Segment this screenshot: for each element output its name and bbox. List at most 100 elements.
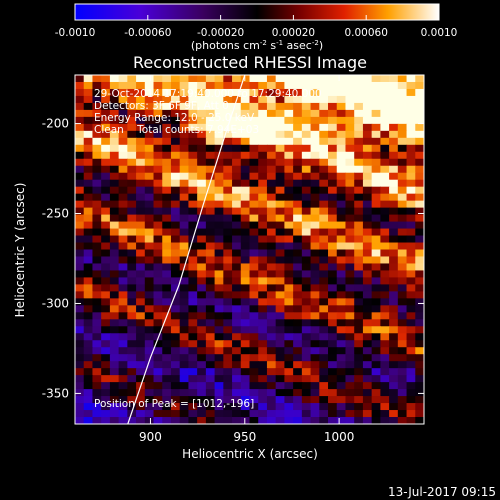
- heatmap-cell: [249, 319, 259, 327]
- heatmap-cell: [293, 214, 303, 223]
- heatmap-cell: [83, 256, 94, 265]
- heatmap-cell: [232, 403, 242, 411]
- heatmap-cell: [345, 200, 355, 209]
- heatmap-cell: [319, 403, 329, 411]
- heatmap-cell: [136, 151, 146, 160]
- heatmap-cell: [310, 270, 320, 279]
- heatmap-cell: [127, 102, 137, 111]
- heatmap-cell: [284, 137, 294, 146]
- heatmap-cell: [380, 375, 390, 383]
- heatmap-cell: [293, 361, 303, 369]
- heatmap-cell: [83, 193, 94, 202]
- heatmap-cell: [179, 417, 190, 424]
- heatmap-cell: [301, 249, 312, 258]
- heatmap-cell: [188, 158, 198, 167]
- heatmap-cell: [310, 158, 320, 167]
- heatmap-cell: [92, 389, 102, 397]
- heatmap-cell: [223, 312, 233, 320]
- heatmap-cell: [354, 277, 364, 285]
- heatmap-cell: [266, 81, 277, 90]
- heatmap-cell: [232, 221, 242, 230]
- heatmap-cell: [101, 172, 111, 181]
- heatmap-cell: [197, 109, 207, 118]
- heatmap-cell: [83, 347, 94, 355]
- heatmap-cell: [284, 298, 294, 306]
- heatmap-cell: [328, 179, 338, 188]
- heatmap-cell: [118, 326, 128, 334]
- heatmap-cell: [380, 235, 390, 244]
- heatmap-cell: [354, 81, 364, 90]
- heatmap-cell: [328, 242, 338, 251]
- heatmap-cell: [170, 137, 181, 146]
- heatmap-cell: [389, 305, 399, 313]
- heatmap-cell: [92, 158, 102, 167]
- annotation-block: 29-Oct-2014 17:19:40.000 to 17:29:40.000…: [94, 88, 322, 136]
- heatmap-cell: [380, 207, 390, 216]
- heatmap-cell: [406, 193, 416, 202]
- heatmap-cell: [397, 242, 408, 251]
- heatmap-cell: [127, 193, 137, 202]
- heatmap-cell: [75, 256, 85, 265]
- heatmap-cell: [389, 333, 399, 341]
- heatmap-cell: [275, 81, 285, 90]
- heatmap-cell: [301, 130, 312, 139]
- heatmap-cell: [371, 207, 381, 216]
- heatmap-cell: [232, 116, 242, 125]
- heatmap-cell: [153, 382, 163, 390]
- heatmap-cell: [197, 249, 207, 258]
- heatmap-cell: [162, 319, 172, 327]
- heatmap-cell: [75, 326, 85, 334]
- heatmap-cell: [214, 221, 224, 230]
- heatmap-cell: [380, 256, 390, 265]
- heatmap-cell: [223, 207, 233, 216]
- heatmap-cell: [310, 172, 320, 181]
- heatmap-cell: [284, 81, 294, 90]
- heatmap-cell: [153, 193, 163, 202]
- heatmap-cell: [319, 396, 329, 404]
- heatmap-cell: [336, 186, 347, 195]
- heatmap-cell: [249, 116, 259, 125]
- heatmap-cell: [83, 137, 94, 146]
- heatmap-cell: [266, 256, 277, 265]
- heatmap-cell: [144, 368, 155, 376]
- heatmap-cell: [197, 95, 207, 104]
- heatmap-cell: [397, 410, 408, 418]
- heatmap-cell: [266, 102, 277, 111]
- heatmap-cell: [162, 151, 172, 160]
- heatmap-cell: [249, 256, 259, 265]
- heatmap-cell: [301, 256, 312, 265]
- heatmap-cell: [101, 228, 111, 237]
- heatmap-cell: [362, 75, 373, 83]
- heatmap-cell: [284, 186, 294, 195]
- heatmap-cell: [389, 340, 399, 348]
- heatmap-cell: [75, 186, 85, 195]
- heatmap-cell: [214, 235, 224, 244]
- heatmap-cell: [101, 144, 111, 153]
- heatmap-cell: [371, 214, 381, 223]
- heatmap-cell: [127, 270, 137, 279]
- heatmap-cell: [389, 179, 399, 188]
- heatmap-cell: [258, 95, 268, 104]
- heatmap-cell: [214, 109, 224, 118]
- heatmap-cell: [179, 347, 190, 355]
- heatmap-cell: [354, 326, 364, 334]
- heatmap-cell: [170, 312, 181, 320]
- heatmap-cell: [162, 382, 172, 390]
- heatmap-cell: [197, 298, 207, 306]
- heatmap-cell: [406, 123, 416, 132]
- heatmap-cell: [293, 417, 303, 424]
- heatmap-cell: [415, 144, 424, 153]
- heatmap-cell: [118, 410, 128, 418]
- heatmap-cell: [101, 319, 111, 327]
- heatmap-cell: [319, 81, 329, 90]
- heatmap-cell: [301, 340, 312, 348]
- heatmap-cell: [162, 207, 172, 216]
- heatmap-cell: [223, 319, 233, 327]
- heatmap-cell: [275, 172, 285, 181]
- heatmap-cell: [284, 396, 294, 404]
- heatmap-cell: [127, 116, 137, 125]
- heatmap-cell: [153, 417, 163, 424]
- colorbar-tick-label: -0.00020: [197, 27, 244, 39]
- heatmap-cell: [162, 130, 172, 139]
- heatmap-cell: [380, 354, 390, 362]
